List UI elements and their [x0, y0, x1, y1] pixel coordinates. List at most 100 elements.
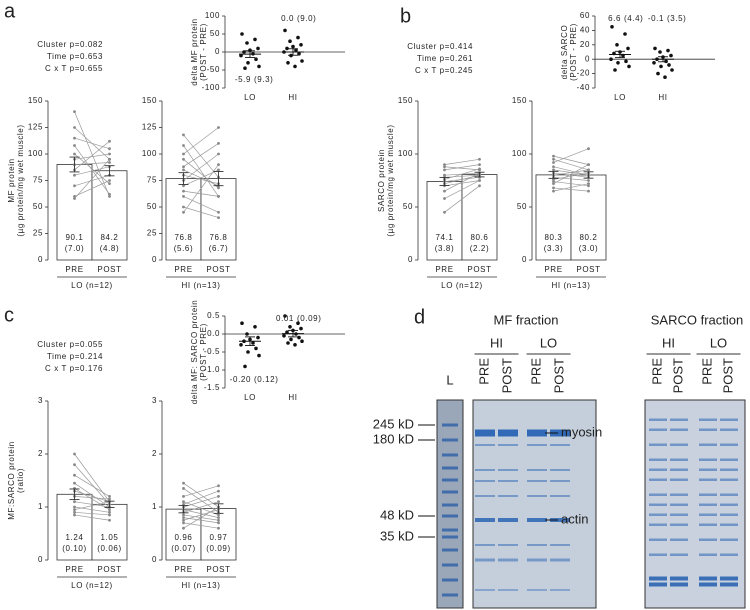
gel-band: [720, 443, 738, 446]
subject-point: [587, 168, 590, 172]
subject-point: [73, 184, 76, 188]
subject-line: [74, 153, 110, 160]
subject-point: [552, 168, 555, 172]
x-tick-label: HI: [658, 93, 667, 102]
band-label: actin: [561, 511, 588, 526]
subject-line: [553, 172, 589, 178]
subject-point: [108, 508, 111, 512]
subject-line: [74, 514, 110, 521]
mean-label: -0.1: [648, 14, 664, 23]
subject-point: [182, 210, 185, 214]
delta-point: [627, 64, 631, 69]
gel-band: [649, 582, 667, 587]
gel-band: [527, 589, 547, 591]
y-tick-label: 1: [38, 502, 43, 511]
subject-line: [444, 180, 480, 199]
marker-label: 180 kD: [373, 431, 414, 446]
delta-point: [245, 41, 249, 45]
subject-point: [73, 197, 76, 200]
subject-line: [183, 506, 219, 529]
y-tick-label: 3: [152, 396, 157, 405]
gel-band: [670, 576, 688, 581]
subject-point: [552, 189, 555, 193]
gel-band: [475, 558, 495, 562]
gel-band: [527, 480, 547, 482]
delta-point: [253, 325, 257, 329]
delta-point: [296, 35, 300, 40]
gel-band: [670, 478, 688, 481]
subject-line: [74, 180, 110, 197]
subject-line: [183, 522, 219, 529]
delta-point: [239, 53, 243, 58]
gel-band: [649, 553, 667, 556]
subject-point: [217, 126, 220, 129]
subject-line: [553, 164, 589, 184]
gel-band: [475, 429, 495, 437]
subject-point: [73, 152, 76, 156]
subject-line: [183, 143, 219, 168]
x-tick-label: PRE: [65, 265, 83, 274]
delta-point: [297, 335, 301, 340]
delta-point: [286, 61, 290, 65]
error-label: (3.0): [579, 244, 598, 253]
y-tick-label: 50: [210, 29, 220, 38]
subject-point: [182, 168, 185, 172]
subject-point: [73, 513, 76, 517]
stats-text: Time p=0.214: [47, 352, 103, 361]
delta-point: [289, 337, 293, 342]
error-label: (0.09): [206, 544, 231, 553]
delta-point: [285, 330, 289, 335]
gel-panel: MF fraction SARCO fraction HI PRE POST LO PRE P…: [373, 312, 746, 609]
subject-point: [587, 189, 590, 193]
ladder-band: [442, 514, 458, 518]
gel-band: [649, 458, 667, 461]
subject-point: [73, 136, 76, 140]
gel-band: [699, 553, 717, 556]
value-label: 80.2: [580, 233, 598, 242]
subject-point: [182, 152, 185, 156]
delta-point: [296, 321, 300, 326]
subject-point: [108, 152, 111, 156]
value-label: 80.6: [471, 233, 489, 242]
subject-line: [183, 501, 219, 513]
delta-point: [285, 46, 289, 51]
subject-point: [217, 163, 220, 167]
error-label: (0.09): [297, 314, 322, 323]
gel-band: [550, 518, 570, 522]
subject-point: [217, 142, 220, 145]
marker-label: 245 kD: [373, 416, 414, 431]
subject-point: [182, 144, 185, 147]
gel-band: [498, 469, 518, 471]
subject-line: [444, 185, 480, 213]
x-tick-label: PRE: [435, 265, 453, 274]
gel-band: [475, 480, 495, 482]
subject-line: [74, 501, 110, 508]
subject-point: [587, 184, 590, 188]
gel-band: [699, 513, 717, 516]
subject-line: [74, 496, 110, 500]
y-tick-label: -1.0: [204, 365, 220, 374]
delta-point: [286, 341, 290, 345]
gel-band: [699, 503, 717, 506]
delta-point: [670, 68, 674, 72]
subject-point: [217, 484, 220, 488]
y-tick-label: 125: [142, 123, 157, 132]
gel-band: [720, 576, 738, 581]
subject-line: [553, 155, 589, 165]
subject-point: [182, 513, 185, 517]
delta-point: [616, 61, 620, 65]
subject-line: [74, 162, 110, 165]
subject-line: [183, 501, 219, 516]
delta-point: [297, 52, 301, 56]
subject-line: [553, 183, 589, 192]
subject-point: [217, 210, 220, 214]
subject-point: [182, 165, 185, 169]
delta-point: [613, 68, 617, 72]
gel-band: [720, 478, 738, 481]
gel-band: [720, 468, 738, 471]
subject-point: [108, 157, 111, 161]
delta-point: [624, 59, 628, 64]
gel-band: [699, 582, 717, 587]
subject-line: [183, 206, 219, 218]
subject-line: [74, 501, 110, 510]
